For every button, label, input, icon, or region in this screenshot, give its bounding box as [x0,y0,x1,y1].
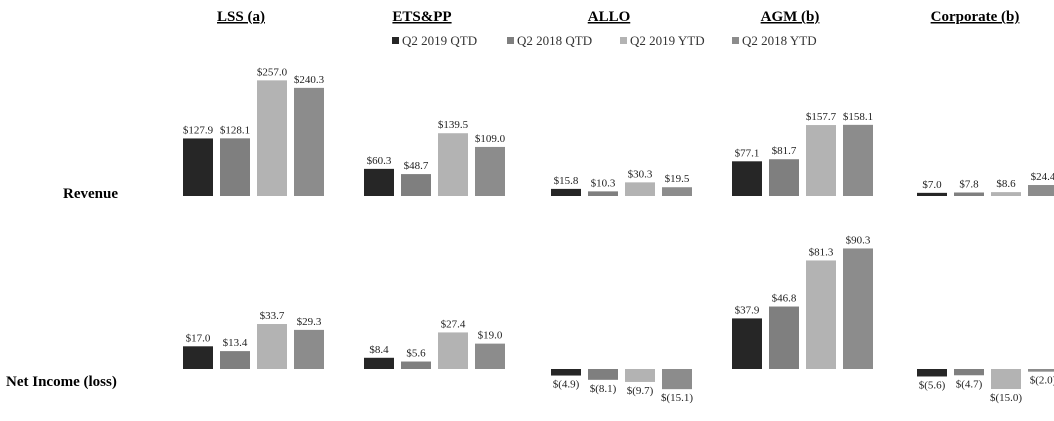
row-label-net-income: Net Income (loss) [6,374,117,390]
net-income-bar [954,369,984,376]
net-income-data-label: $(2.0) [1030,375,1054,387]
revenue-data-label: $7.8 [959,178,979,190]
revenue-data-label: $77.1 [735,147,760,159]
net-income-data-label: $33.7 [260,310,285,322]
net-income-data-label: $17.0 [186,332,211,344]
revenue-bar [806,125,836,196]
net-income-bar [806,260,836,369]
net-income-bar [294,329,324,369]
net-income-data-label: $(5.6) [919,379,946,391]
revenue-bar [551,188,581,196]
revenue-bar [401,174,431,196]
net-income-bar [183,346,213,369]
segment-title: ETS&PP [392,9,451,25]
revenue-data-label: $158.1 [843,111,873,123]
revenue-bar [294,87,324,196]
revenue-data-label: $48.7 [404,160,429,172]
net-income-bar [475,343,505,369]
revenue-data-label: $15.8 [554,175,579,187]
net-income-bar [401,361,431,369]
revenue-data-label: $10.3 [591,177,616,189]
revenue-data-label: $109.0 [475,133,506,145]
revenue-bar [183,138,213,196]
legend-swatch [392,37,399,44]
net-income-data-label: $(4.7) [956,378,983,390]
revenue-data-label: $128.1 [220,124,250,136]
net-income-data-label: $81.3 [809,246,834,258]
revenue-data-label: $240.3 [294,74,325,86]
revenue-data-label: $60.3 [367,155,392,167]
net-income-data-label: $(9.7) [627,385,654,397]
segment-title: LSS (a) [217,9,265,25]
legend-label: Q2 2018 QTD [517,33,592,48]
net-income-data-label: $(15.1) [661,392,693,404]
revenue-bar [220,138,250,196]
revenue-bar [954,192,984,196]
revenue-data-label: $30.3 [628,168,653,180]
net-income-bar [1028,369,1054,372]
net-income-bar [364,357,394,369]
revenue-bar [769,159,799,196]
net-income-data-label: $29.3 [297,316,322,328]
revenue-data-label: $19.5 [665,173,690,185]
revenue-bar [625,182,655,196]
legend-swatch [507,37,514,44]
net-income-data-label: $19.0 [478,330,503,342]
net-income-data-label: $8.4 [369,344,389,356]
net-income-data-label: $5.6 [406,348,426,360]
revenue-bar [257,80,287,196]
net-income-data-label: $37.9 [735,304,760,316]
net-income-data-label: $27.4 [441,318,466,330]
row-label-revenue: Revenue [63,186,118,202]
revenue-data-label: $127.9 [183,124,214,136]
net-income-data-label: $(8.1) [590,383,617,395]
net-income-bar [257,324,287,369]
net-income-data-label: $90.3 [846,234,871,246]
legend-swatch [732,37,739,44]
net-income-bar [625,369,655,382]
net-income-bar [588,369,618,380]
revenue-data-label: $24.4 [1031,171,1054,183]
net-income-data-label: $(4.9) [553,379,580,391]
revenue-bar [917,192,947,196]
revenue-bar [475,146,505,196]
revenue-data-label: $139.5 [438,119,469,131]
revenue-bar [588,191,618,196]
net-income-bar [732,318,762,369]
net-income-bar [220,351,250,369]
revenue-bar [843,124,873,196]
net-income-bar [769,306,799,369]
legend-label: Q2 2018 YTD [742,33,817,48]
net-income-data-label: $13.4 [223,337,248,349]
revenue-data-label: $8.6 [996,178,1016,190]
revenue-data-label: $257.0 [257,66,288,78]
revenue-bar [732,161,762,196]
segment-title: AGM (b) [761,9,820,25]
segment-title: ALLO [588,9,631,25]
net-income-bar [843,248,873,369]
revenue-bar [662,187,692,196]
net-income-bar [662,369,692,390]
revenue-bar [438,133,468,196]
net-income-bar [991,369,1021,390]
segment-title: Corporate (b) [931,9,1020,25]
net-income-data-label: $46.8 [772,293,797,305]
net-income-bar [917,369,947,377]
revenue-data-label: $81.7 [772,145,797,157]
revenue-data-label: $157.7 [806,111,837,123]
legend-label: Q2 2019 YTD [630,33,705,48]
net-income-bar [438,332,468,369]
revenue-data-label: $7.0 [922,179,942,191]
revenue-bar [991,192,1021,196]
net-income-data-label: $(15.0) [990,392,1022,404]
legend-swatch [620,37,627,44]
legend-label: Q2 2019 QTD [402,33,477,48]
net-income-bar [551,369,581,376]
revenue-bar [1028,185,1054,196]
revenue-bar [364,168,394,196]
